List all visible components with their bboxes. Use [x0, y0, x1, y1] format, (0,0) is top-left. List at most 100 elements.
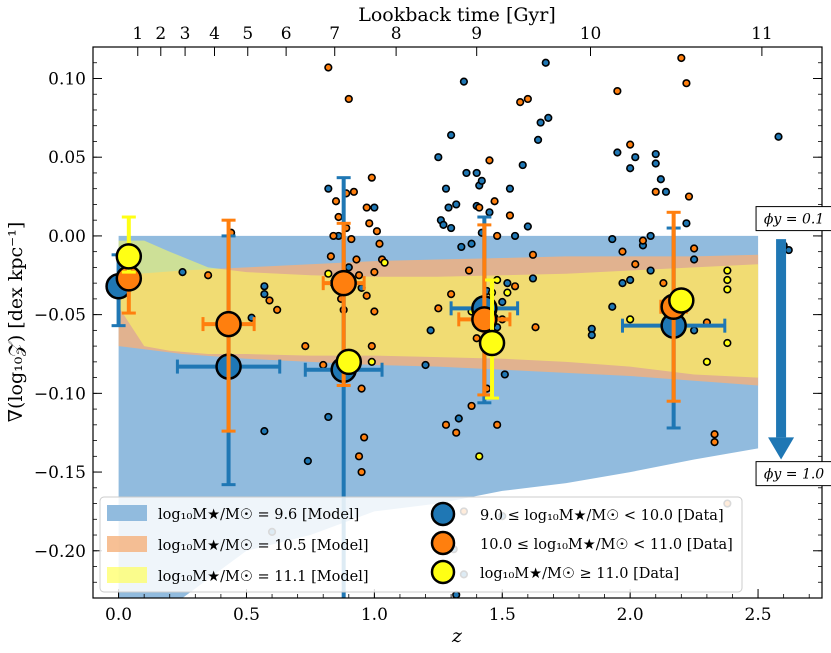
galaxy-point-orange: [493, 231, 502, 241]
galaxy-point-orange: [626, 140, 635, 149]
galaxy-point-blue: [454, 414, 463, 423]
galaxy-point-blue: [426, 326, 435, 335]
galaxy-point-blue: [459, 77, 468, 86]
plot-frame: [92, 46, 823, 599]
galaxy-point-blue: [774, 132, 783, 141]
galaxy-point-orange: [324, 63, 333, 72]
galaxy-point-orange: [523, 94, 532, 104]
galaxy-point-orange: [464, 266, 474, 275]
galaxy-point-orange: [659, 279, 668, 288]
galaxy-point-orange: [434, 304, 443, 313]
legend: log₁₀M★/M☉ = 9.6 [Model] log₁₀M★/M☉ = 10.…: [99, 496, 743, 593]
galaxy-point-orange: [677, 53, 686, 63]
x-axis-label: z: [451, 625, 463, 647]
galaxy-point-orange: [490, 197, 499, 206]
binned-point-3: [478, 329, 506, 357]
galaxy-point-orange: [334, 212, 343, 222]
top-axis-label: Lookback time [Gyr]: [358, 4, 556, 26]
x-tick-label: 0.5: [233, 605, 260, 625]
galaxy-point-yellow: [367, 357, 376, 366]
binned-data-points: [105, 176, 727, 598]
galaxy-point-yellow: [380, 258, 389, 267]
y-tick-label: −0.10: [34, 384, 86, 404]
galaxy-point-blue: [587, 330, 596, 340]
galaxy-point-orange: [485, 156, 494, 165]
galaxy-point-orange: [370, 268, 379, 277]
galaxy-point-blue: [626, 164, 635, 173]
x-tick-label: 2.0: [617, 605, 644, 625]
galaxy-point-orange: [301, 342, 310, 351]
galaxy-point-orange: [710, 438, 719, 447]
legend-box: [99, 496, 743, 593]
galaxy-point-blue: [505, 184, 515, 193]
legend-swatch-model: [107, 505, 147, 521]
galaxy-point-blue: [324, 412, 333, 422]
galaxy-point-blue: [626, 275, 635, 285]
galaxy-point-orange: [367, 342, 376, 351]
top-tick-label: 3: [180, 24, 191, 44]
galaxy-point-blue: [510, 231, 520, 241]
legend-label-model: log₁₀M★/M☉ = 11.1 [Model]: [158, 569, 369, 585]
galaxy-point-orange: [273, 305, 282, 315]
top-tick-label: 2: [155, 24, 166, 44]
galaxy-point-blue: [324, 184, 333, 193]
galaxy-point-blue: [533, 135, 543, 144]
galaxy-point-yellow: [723, 285, 732, 294]
galaxy-point-orange: [447, 290, 456, 299]
galaxy-point-orange: [204, 271, 213, 280]
galaxy-point-blue: [528, 274, 538, 283]
galaxy-point-blue: [631, 153, 640, 162]
galaxy-point-yellow: [723, 266, 732, 275]
legend-label-model: log₁₀M★/M☉ = 10.5 [Model]: [158, 538, 369, 554]
galaxy-point-blue: [462, 168, 471, 178]
legend-label-data: 10.0 ≤ log₁₀M★/M☉ < 11.0 [Data]: [480, 537, 733, 553]
arrow-head: [768, 437, 795, 460]
galaxy-point-blue: [472, 168, 481, 178]
galaxy-point-blue: [646, 266, 655, 275]
galaxy-point-blue: [421, 360, 430, 370]
top-tick-label: 1: [132, 24, 143, 44]
annotation-box: [755, 461, 831, 487]
y-tick-label: 0.00: [48, 227, 86, 247]
legend-marker-data: [430, 501, 456, 527]
galaxy-point-orange: [354, 271, 364, 280]
top-tick-label: 7: [329, 24, 340, 44]
y-tick-label: 0.05: [48, 148, 86, 168]
galaxy-point-orange: [370, 307, 379, 316]
galaxy-point-orange: [362, 203, 371, 212]
binned-point-3: [668, 287, 695, 314]
galaxy-point-orange: [528, 250, 538, 259]
legend-label-model: log₁₀M★/M☉ = 9.6 [Model]: [158, 507, 359, 523]
galaxy-point-blue: [447, 223, 456, 233]
galaxy-point-blue: [784, 245, 793, 255]
galaxy-point-blue: [608, 302, 617, 311]
binned-point-2: [330, 269, 357, 297]
galaxy-point-blue: [661, 187, 671, 196]
galaxy-point-blue: [544, 113, 553, 122]
galaxy-point-blue: [467, 239, 476, 248]
galaxy-point-orange: [638, 236, 648, 245]
galaxy-point-orange: [613, 86, 622, 96]
legend-marker-data: [430, 530, 456, 556]
y-tick-label: 0.10: [48, 69, 86, 89]
galaxy-point-orange: [319, 360, 328, 370]
galaxy-point-blue: [370, 203, 379, 212]
binned-point-3: [335, 348, 363, 376]
galaxy-point-yellow: [626, 315, 635, 324]
galaxy-point-orange: [360, 433, 369, 442]
y-tick-label: −0.20: [34, 542, 86, 562]
galaxy-point-blue: [541, 58, 550, 67]
galaxy-point-blue: [690, 326, 699, 335]
galaxy-point-blue: [260, 282, 269, 291]
legend-swatch-model: [107, 536, 147, 552]
galaxy-point-orange: [618, 247, 627, 256]
x-tick-label: 1.5: [489, 605, 516, 625]
top-tick-label: 4: [209, 24, 220, 44]
galaxy-point-blue: [651, 149, 660, 159]
galaxy-point-blue: [457, 242, 466, 252]
galaxy-point-blue: [618, 279, 627, 288]
galaxy-point-orange: [362, 291, 371, 300]
galaxy-point-orange: [349, 187, 359, 196]
binned-point-3: [115, 243, 143, 270]
y-axis-label: ∇(log₁₀𝒵) [dex kpc⁻¹]: [5, 222, 27, 422]
